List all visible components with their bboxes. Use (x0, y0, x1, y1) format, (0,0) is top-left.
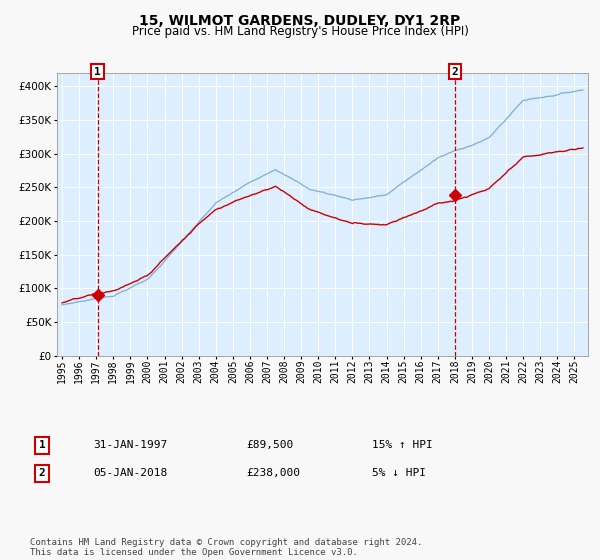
Text: 2: 2 (38, 468, 46, 478)
Text: 15% ↑ HPI: 15% ↑ HPI (372, 440, 433, 450)
Text: 2: 2 (452, 67, 458, 77)
Text: 1: 1 (38, 440, 46, 450)
Text: 1: 1 (94, 67, 101, 77)
Text: £89,500: £89,500 (246, 440, 293, 450)
Text: 31-JAN-1997: 31-JAN-1997 (93, 440, 167, 450)
Legend: 15, WILMOT GARDENS, DUDLEY, DY1 2RP (detached house), HPI: Average price, detach: 15, WILMOT GARDENS, DUDLEY, DY1 2RP (det… (41, 374, 438, 408)
Text: 05-JAN-2018: 05-JAN-2018 (93, 468, 167, 478)
Text: 15, WILMOT GARDENS, DUDLEY, DY1 2RP: 15, WILMOT GARDENS, DUDLEY, DY1 2RP (139, 14, 461, 28)
Text: Price paid vs. HM Land Registry's House Price Index (HPI): Price paid vs. HM Land Registry's House … (131, 25, 469, 38)
Text: Contains HM Land Registry data © Crown copyright and database right 2024.
This d: Contains HM Land Registry data © Crown c… (30, 538, 422, 557)
Text: £238,000: £238,000 (246, 468, 300, 478)
Text: 5% ↓ HPI: 5% ↓ HPI (372, 468, 426, 478)
